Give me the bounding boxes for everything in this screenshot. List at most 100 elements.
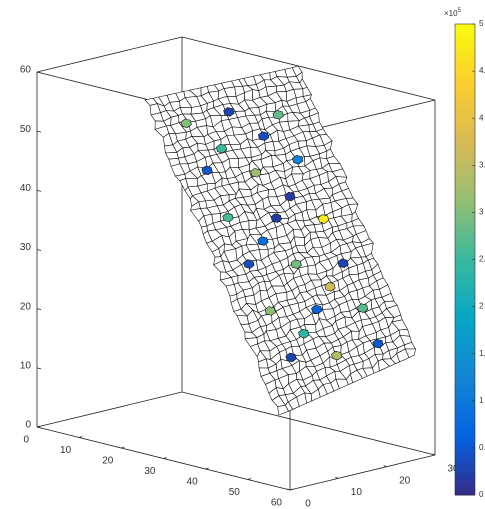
colorbar-strip (455, 212, 475, 219)
box-edge (181, 36, 436, 101)
x-tick (247, 478, 251, 480)
mesh-cell (164, 152, 179, 160)
z-tick-label: 0 (25, 420, 31, 431)
x-tick-label: 40 (187, 477, 199, 488)
colorbar-strip (455, 153, 475, 160)
colorbar: 0 0.5 1 1.5 2 2.5 3 3.5 4 4.5 5 (454, 19, 485, 499)
box-edge (36, 36, 183, 73)
colorbar-tick-label: 3.5 (479, 160, 485, 169)
colorbar-strip (455, 53, 475, 60)
colorbar-strip (455, 165, 475, 172)
colorbar-tick-label: 4 (479, 113, 484, 122)
x-tick-label: 60 (271, 498, 283, 509)
z-tick-label: 40 (20, 183, 32, 194)
colorbar-strip (455, 394, 475, 402)
colorbar-strip (455, 477, 475, 484)
x-tick (36, 425, 41, 428)
colorbar-strip (455, 253, 475, 260)
mesh-cell (345, 197, 359, 205)
mesh-cell (179, 107, 193, 115)
x-tick (205, 467, 209, 470)
box-edge (181, 391, 436, 456)
x-tick (79, 436, 83, 438)
mesh-cell (228, 157, 239, 169)
colorbar-tick-label: 1.5 (479, 349, 485, 358)
colorbar-strip (455, 341, 475, 349)
colorbar-strip (455, 129, 475, 137)
z-tick-label: 50 (20, 124, 32, 135)
colorbar-strip (455, 277, 475, 284)
colorbar-strip (455, 424, 475, 431)
cell (180, 118, 192, 128)
y-tick (383, 465, 387, 468)
cell (324, 282, 336, 292)
cell (357, 303, 369, 313)
cell-mesh (144, 65, 417, 416)
colorbar-strip (455, 353, 475, 361)
colorbar-strip (455, 400, 475, 408)
colorbar-strip (455, 100, 475, 107)
colorbar-strip (455, 124, 475, 131)
colorbar-strip (455, 206, 475, 213)
cell (250, 168, 262, 178)
colorbar-strip (455, 459, 475, 467)
cell (223, 107, 235, 117)
z-tick (36, 249, 42, 251)
y-tick (286, 488, 291, 491)
colorbar-strip (455, 182, 475, 190)
colorbar-strip (455, 447, 475, 455)
cell (317, 214, 330, 224)
cell (201, 165, 213, 176)
z-tick (36, 71, 42, 74)
cell (372, 338, 384, 349)
colorbar-strip (455, 118, 475, 125)
colorbar-strip (455, 47, 475, 54)
data-layer (180, 107, 384, 363)
colorbar-strip (455, 406, 475, 414)
mesh-cell (265, 102, 277, 112)
colorbar-strip (455, 389, 475, 396)
cell (264, 306, 276, 316)
cell (272, 110, 284, 120)
x-tick (289, 488, 294, 491)
mesh-cell (351, 330, 360, 341)
cell (311, 304, 323, 315)
y-tick (431, 453, 436, 456)
cell (215, 143, 228, 154)
colorbar-strip (455, 365, 475, 372)
z-tick-label: 10 (20, 360, 32, 371)
colorbar-strip (455, 159, 475, 166)
multiplier-base: ×10 (444, 9, 458, 18)
colorbar-strip (455, 430, 475, 437)
colorbar-strip (455, 294, 475, 302)
colorbar-strip (455, 188, 475, 196)
cell (292, 154, 304, 165)
colorbar-strip (455, 453, 475, 461)
cell (337, 258, 349, 268)
colorbar-tick-label: 2.5 (479, 255, 485, 264)
colorbar-strip (455, 271, 475, 278)
colorbar-strip (455, 59, 475, 66)
cell (284, 191, 296, 202)
mesh-cell (185, 178, 199, 188)
colorbar-strip (455, 412, 475, 419)
y-tick-label: 0 (305, 499, 311, 509)
y-tick-label: 10 (351, 487, 363, 498)
mesh-cell (236, 315, 250, 326)
colorbar-strip (455, 141, 475, 149)
cell (331, 350, 343, 361)
x-tick-label: 20 (102, 456, 114, 467)
y-tick-label: 30 (447, 464, 459, 475)
colorbar-strip (455, 347, 475, 355)
colorbar-strip (455, 306, 475, 313)
x-tick-label: 0 (23, 435, 29, 446)
colorbar-strip (455, 235, 475, 243)
colorbar-strip (455, 324, 475, 331)
colorbar-strip (455, 418, 475, 425)
z-tick (36, 367, 42, 370)
colorbar-strip (455, 147, 475, 155)
colorbar-strip (455, 371, 475, 378)
colorbar-strip (455, 106, 475, 113)
colorbar-strip (455, 112, 475, 119)
